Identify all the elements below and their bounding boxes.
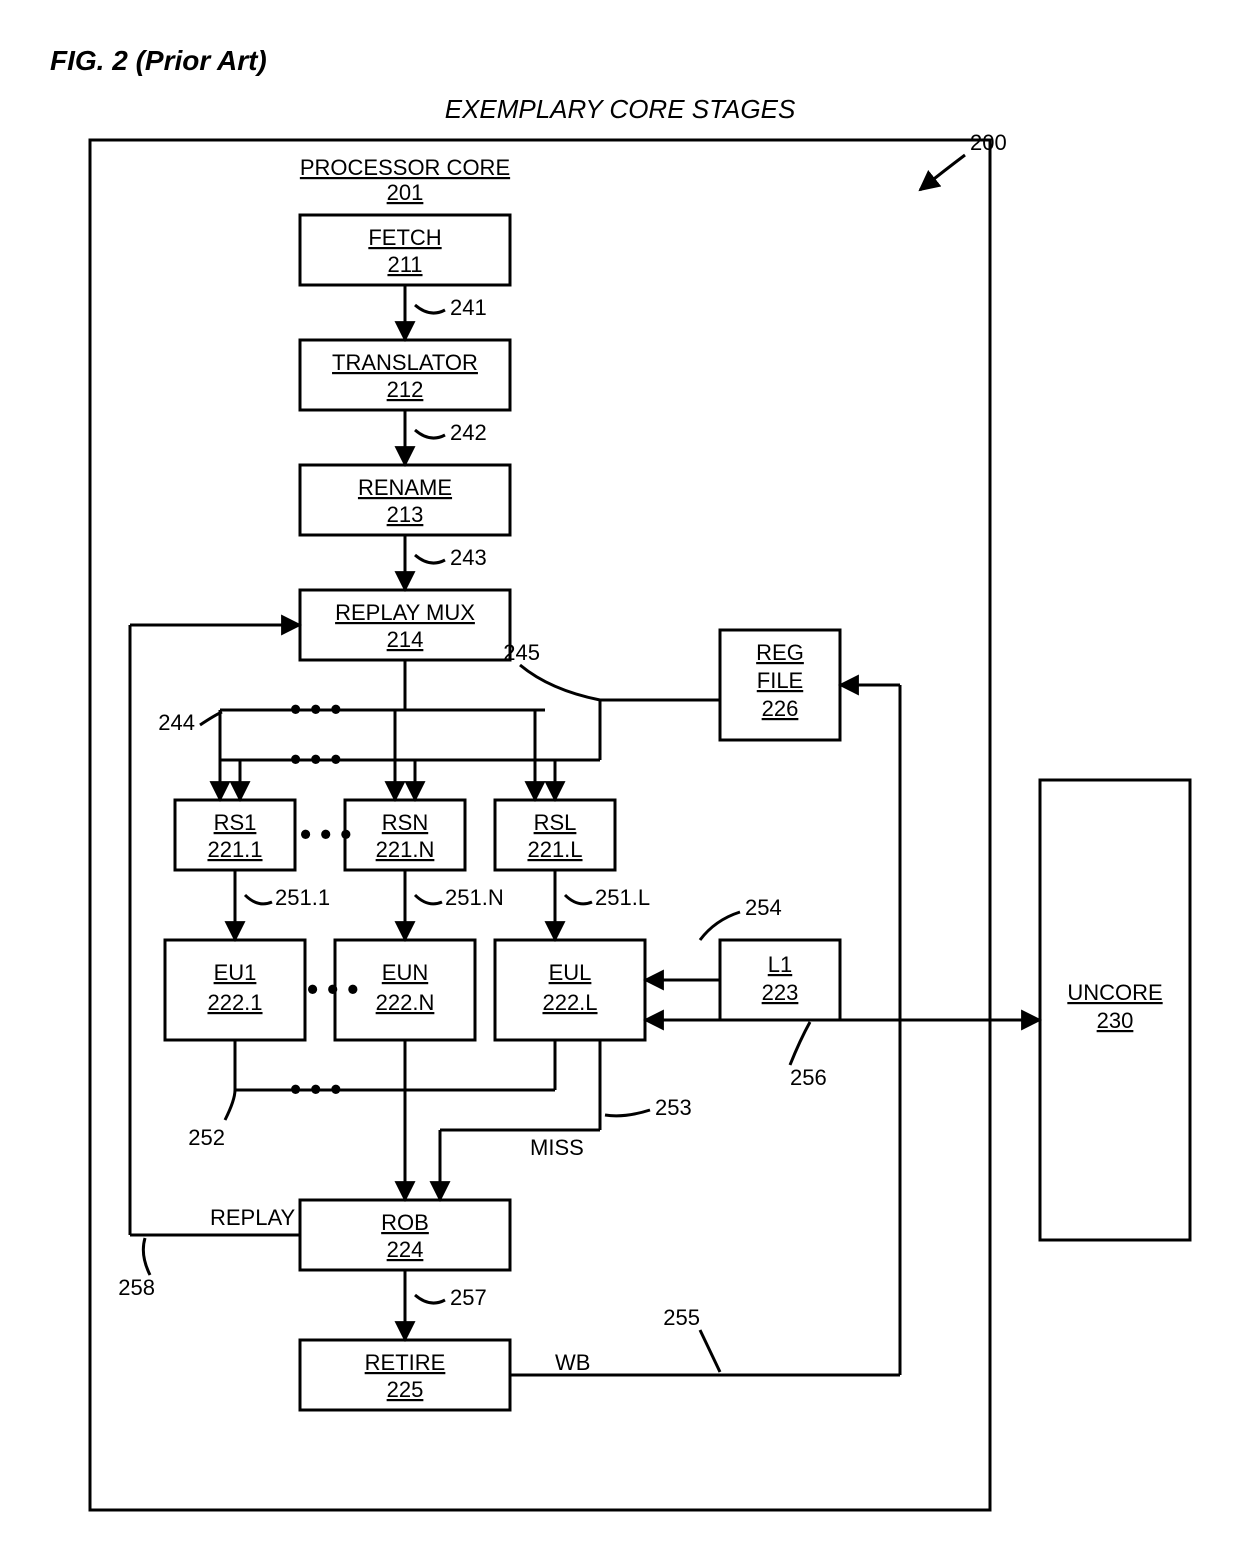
l1-ref: 223 <box>762 980 799 1005</box>
ref-257: 257 <box>450 1285 487 1310</box>
replay-label: REPLAY <box>210 1205 296 1230</box>
l1-label: L1 <box>768 952 792 977</box>
ref-258: 258 <box>118 1275 155 1300</box>
ref-244: 244 <box>158 710 195 735</box>
ref-253-leader <box>605 1110 650 1116</box>
ref-252: 252 <box>188 1125 225 1150</box>
rename-ref: 213 <box>387 502 424 527</box>
eul-label: EUL <box>549 960 592 985</box>
replaymux-label: REPLAY MUX <box>335 600 475 625</box>
ref-251-n-leader <box>415 895 442 904</box>
retire-ref: 225 <box>387 1377 424 1402</box>
figure-subtitle: EXEMPLARY CORE STAGES <box>445 94 796 124</box>
ref-255-leader <box>700 1330 720 1372</box>
ref-251-n: 251.N <box>445 885 504 910</box>
ref-258-leader <box>143 1238 150 1275</box>
ref-251-1-leader <box>245 895 272 904</box>
core-ref: 201 <box>387 180 424 205</box>
ref-256-leader <box>790 1022 810 1065</box>
ref-257-leader <box>415 1295 445 1303</box>
eul-ref: 222.L <box>542 990 597 1015</box>
rob-label: ROB <box>381 1210 429 1235</box>
uncore-ref: 230 <box>1097 1008 1134 1033</box>
eu1-label: EU1 <box>214 960 257 985</box>
fetch-ref: 211 <box>387 252 422 277</box>
ref-254: 254 <box>745 895 782 920</box>
ref-243: 243 <box>450 545 487 570</box>
replaymux-ref: 214 <box>387 627 424 652</box>
ref-242-leader <box>415 430 445 438</box>
regfile-label1: REG <box>756 640 804 665</box>
rsn-label: RSN <box>382 810 428 835</box>
ref-251-l: 251.L <box>595 885 650 910</box>
eu-join-dots: • • • <box>290 1071 341 1107</box>
figure-caption: FIG. 2 (Prior Art) <box>50 45 267 76</box>
rsn-ref: 221.N <box>376 837 435 862</box>
eun-ref: 222.N <box>376 990 435 1015</box>
diagram-canvas: FIG. 2 (Prior Art) EXEMPLARY CORE STAGES… <box>0 0 1240 1556</box>
ref-252-leader <box>225 1090 235 1120</box>
uncore-label: UNCORE <box>1067 980 1162 1005</box>
ref-241-leader <box>415 305 445 313</box>
eun-label: EUN <box>382 960 428 985</box>
core-title: PROCESSOR CORE <box>300 155 510 180</box>
bus-dots: • • • <box>290 691 341 727</box>
ref-251-l-leader <box>565 895 592 904</box>
rob-ref: 224 <box>387 1237 424 1262</box>
outer-ref: 200 <box>970 130 1007 155</box>
rename-label: RENAME <box>358 475 452 500</box>
ref-253: 253 <box>655 1095 692 1120</box>
ref-241: 241 <box>450 295 487 320</box>
fetch-label: FETCH <box>368 225 441 250</box>
translator-ref: 212 <box>387 377 424 402</box>
wb-label: WB <box>555 1350 590 1375</box>
ref-251-1: 251.1 <box>275 885 330 910</box>
ref-245-leader <box>520 665 600 700</box>
rsl-label: RSL <box>534 810 577 835</box>
ref-243-leader <box>415 555 445 563</box>
retire-label: RETIRE <box>365 1350 446 1375</box>
ref-254-leader <box>700 912 740 940</box>
rs-dots: • • • <box>300 816 351 852</box>
translator-label: TRANSLATOR <box>332 350 478 375</box>
miss-label: MISS <box>530 1135 584 1160</box>
rsl-ref: 221.L <box>527 837 582 862</box>
regfile-ref: 226 <box>762 696 799 721</box>
ref-245: 245 <box>503 640 540 665</box>
rs1-ref: 221.1 <box>207 837 262 862</box>
ref-255: 255 <box>663 1305 700 1330</box>
eu-dots: • • • <box>307 971 358 1007</box>
ref-242: 242 <box>450 420 487 445</box>
rs1-label: RS1 <box>214 810 257 835</box>
ref-256: 256 <box>790 1065 827 1090</box>
eu1-ref: 222.1 <box>207 990 262 1015</box>
regfile-label2: FILE <box>757 668 803 693</box>
regfile-bus-dots: • • • <box>290 741 341 777</box>
outer-ref-arrow <box>920 155 965 190</box>
